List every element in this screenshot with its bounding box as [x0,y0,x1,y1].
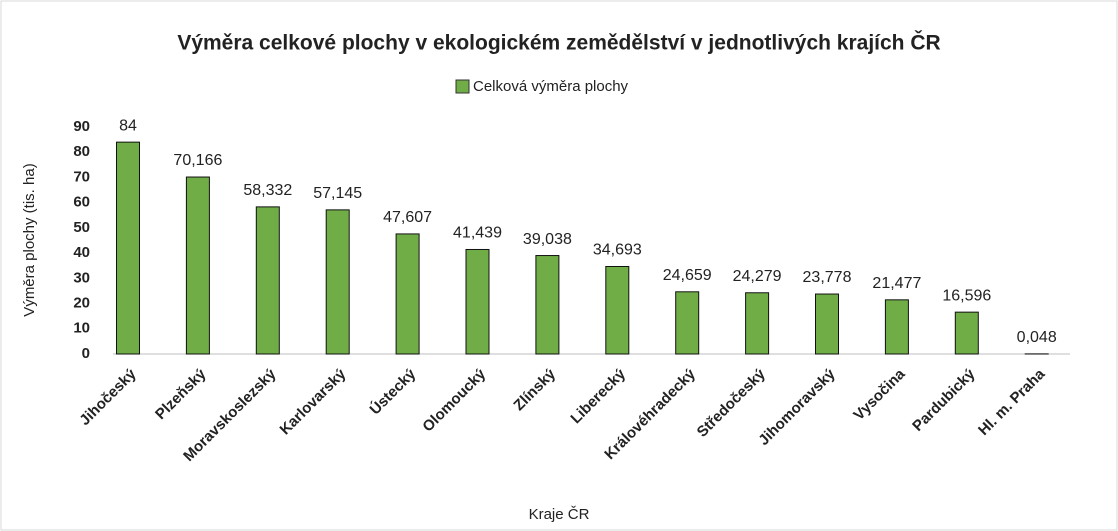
bar [465,248,490,355]
y-tick-label: 90 [73,118,90,135]
y-tick-label: 10 [73,320,90,337]
bar [535,255,560,355]
bar [325,209,350,355]
y-tick-label: 50 [73,219,90,236]
bar [745,292,770,355]
y-tick-label: 20 [73,295,90,312]
value-label: 57,145 [313,185,362,202]
value-label: 24,659 [663,267,712,284]
value-label: 0,048 [1017,329,1057,346]
value-label: 16,596 [942,287,991,304]
value-label: 39,038 [523,231,572,248]
value-label: 24,279 [733,268,782,285]
bar [185,176,210,355]
value-label: 21,477 [872,275,921,292]
y-axis-title: Výměra plochy (tis. ha) [21,163,38,316]
value-label: 34,693 [593,242,642,259]
bar [815,293,839,355]
y-tick-label: 60 [73,194,90,211]
bar [884,299,909,355]
bar [675,291,700,355]
y-tick-label: 80 [73,143,90,160]
bar [395,233,420,355]
bar [255,206,280,355]
legend-swatch [455,79,470,94]
y-tick-label: 0 [82,345,90,362]
x-axis-title: Kraje ČR [529,506,590,523]
legend-label: Celková výměra plochy [473,78,629,95]
bar [116,141,140,355]
value-label: 70,166 [173,152,222,169]
bar [605,265,630,355]
y-tick-label: 70 [73,168,90,185]
value-label: 23,778 [803,269,852,286]
y-tick-label: 30 [73,269,90,286]
value-label: 41,439 [453,225,502,242]
value-label: 47,607 [383,209,432,226]
value-label: 84 [119,117,137,134]
bar [954,311,979,355]
value-label: 58,332 [243,182,292,199]
y-tick-label: 40 [73,244,90,261]
chart-title: Výměra celkové plochy v ekologickém země… [177,31,940,55]
